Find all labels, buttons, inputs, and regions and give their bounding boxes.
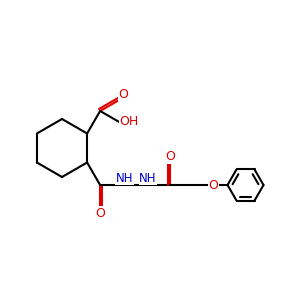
- Text: NH: NH: [139, 172, 157, 184]
- Text: OH: OH: [120, 115, 139, 128]
- Text: O: O: [118, 88, 128, 101]
- Text: O: O: [165, 150, 175, 164]
- Text: NH: NH: [116, 172, 133, 184]
- Text: O: O: [208, 178, 218, 191]
- Text: O: O: [95, 207, 105, 220]
